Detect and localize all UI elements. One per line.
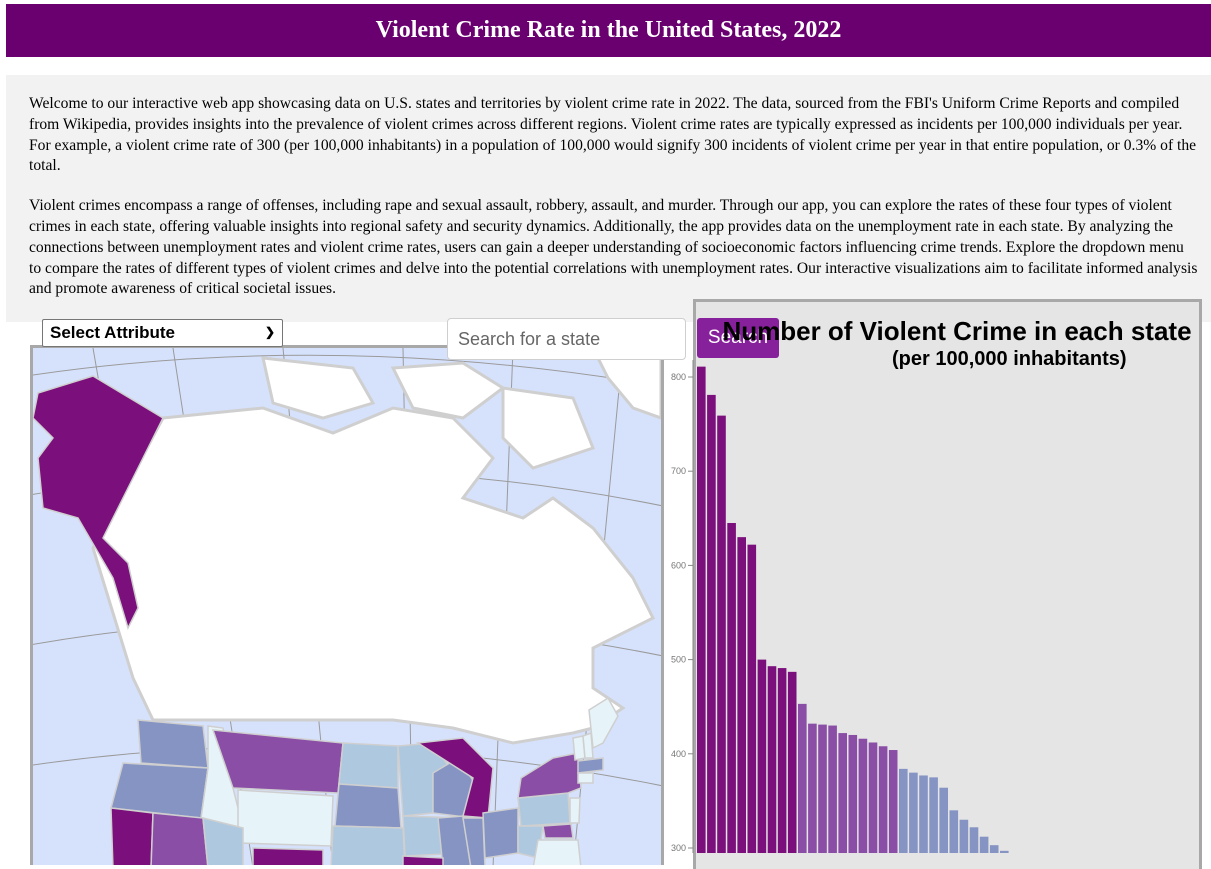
intro-section: Welcome to our interactive web app showc…: [6, 75, 1211, 322]
chart-bar[interactable]: [717, 415, 726, 853]
chart-bar[interactable]: [848, 734, 858, 853]
chart-bar[interactable]: [868, 742, 878, 853]
state-nebraska[interactable]: [330, 825, 406, 865]
chart-bar[interactable]: [1000, 850, 1009, 853]
state-montana[interactable]: [211, 729, 344, 794]
attribute-dropdown[interactable]: Select Attribute ❯: [42, 319, 283, 347]
page-title: Violent Crime Rate in the United States,…: [375, 17, 842, 43]
chart-bar[interactable]: [858, 738, 868, 853]
state-nevada[interactable]: [150, 812, 209, 865]
chart-bar[interactable]: [919, 775, 928, 853]
greenland: [591, 348, 661, 420]
chart-bar[interactable]: [878, 746, 888, 853]
intro-paragraph-1: Welcome to our interactive web app showc…: [29, 95, 1197, 175]
chart-bar[interactable]: [838, 733, 847, 853]
state-new-jersey[interactable]: [569, 797, 581, 824]
state-new-york[interactable]: [517, 752, 582, 799]
state-connecticut[interactable]: [577, 772, 594, 784]
state-new-hampshire[interactable]: [582, 731, 594, 759]
chevron-down-icon: ❯: [264, 325, 275, 339]
chart-bar[interactable]: [777, 668, 787, 853]
state-california[interactable]: [110, 807, 154, 865]
map-canvas[interactable]: [33, 348, 661, 865]
chart-bars: [697, 366, 1009, 853]
state-north-dakota[interactable]: [338, 742, 399, 789]
chart-bar[interactable]: [798, 703, 807, 853]
search-input[interactable]: Search for a state: [447, 318, 686, 360]
chart-bar[interactable]: [939, 787, 948, 853]
canada-landmass: [91, 406, 656, 745]
y-tick-label: 500: [671, 655, 686, 665]
intro-paragraph-2: Violent crimes encompass a range of offe…: [29, 197, 1198, 298]
bar-chart[interactable]: 300 400 500 600 700 800: [664, 360, 1202, 853]
chart-bar[interactable]: [818, 724, 827, 853]
y-tick-label: 300: [671, 843, 686, 853]
chart-bar[interactable]: [828, 725, 837, 853]
state-missouri[interactable]: [402, 855, 444, 865]
y-tick-label: 800: [671, 372, 686, 382]
search-placeholder: Search for a state: [458, 328, 601, 349]
chart-bar[interactable]: [959, 819, 969, 853]
state-ohio[interactable]: [482, 807, 519, 859]
state-maryland[interactable]: [542, 823, 574, 839]
chart-bar[interactable]: [989, 845, 999, 853]
chart-bar[interactable]: [949, 810, 959, 853]
chart-bar[interactable]: [969, 827, 979, 853]
state-massachusetts[interactable]: [577, 757, 604, 774]
chart-bar[interactable]: [707, 394, 716, 853]
y-tick-label: 700: [671, 466, 686, 476]
chart-bar[interactable]: [737, 537, 746, 853]
chart-title: Number of Violent Crime in each state: [722, 316, 1192, 346]
page-header: Violent Crime Rate in the United States,…: [6, 4, 1211, 57]
chart-bar[interactable]: [899, 768, 908, 853]
chart-subtitle: (per 100,000 inhabitants): [892, 348, 1127, 370]
chart-bar[interactable]: [747, 544, 757, 853]
state-alaska[interactable]: [33, 375, 164, 631]
search-button-label: Search: [707, 327, 769, 348]
y-tick-label: 600: [671, 560, 686, 570]
chart-bar[interactable]: [888, 750, 898, 853]
state-colorado[interactable]: [252, 847, 324, 865]
y-tick-label: 400: [671, 749, 686, 759]
chart-bar[interactable]: [727, 523, 736, 853]
chart-bar[interactable]: [929, 777, 938, 853]
chart-bar[interactable]: [909, 772, 918, 853]
search-button[interactable]: Search: [697, 318, 779, 358]
chart-bar[interactable]: [767, 666, 777, 853]
state-wyoming[interactable]: [237, 789, 334, 847]
chart-bar[interactable]: [787, 671, 797, 853]
y-axis: 300 400 500 600 700 800: [671, 360, 694, 853]
choropleth-map[interactable]: [30, 345, 664, 865]
chart-bar[interactable]: [697, 366, 706, 853]
state-maine[interactable]: [588, 696, 619, 750]
arctic-islands: [261, 356, 595, 470]
chart-bar[interactable]: [979, 836, 989, 853]
chart-bar[interactable]: [808, 723, 817, 853]
state-south-dakota[interactable]: [334, 783, 402, 829]
state-washington[interactable]: [137, 719, 209, 769]
attribute-dropdown-value: Select Attribute: [50, 323, 176, 342]
chart-bar[interactable]: [757, 659, 767, 853]
